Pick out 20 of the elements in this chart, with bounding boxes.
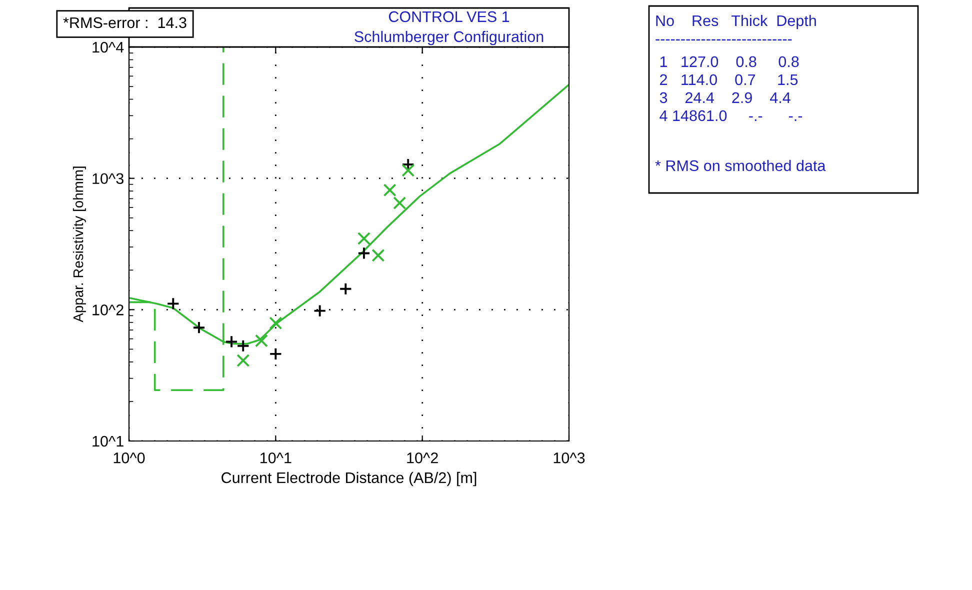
x-tick-label: 10^2 bbox=[407, 452, 438, 464]
x-tick-label: 10^0 bbox=[114, 452, 145, 464]
chart-title: CONTROL VES 1 bbox=[388, 11, 510, 22]
text: --------------------------- bbox=[656, 39, 792, 40]
text: *RMS-error : 14.3 bbox=[63, 17, 186, 28]
x-axis-title: Current Electrode Distance (AB/2) [m] bbox=[222, 472, 476, 486]
chart-subtitle: Schlumberger Configuration bbox=[354, 30, 544, 46]
y-tick-label: 10^4 bbox=[92, 42, 124, 53]
text: 1 127.0 0.8 0.8 bbox=[660, 56, 799, 68]
text: 3 24.4 2.9 4.4 bbox=[660, 92, 790, 104]
text: 4 14861.0 -.- -.- bbox=[660, 110, 802, 122]
x-tick-label: 10^1 bbox=[260, 452, 292, 464]
y-tick-label: 10^1 bbox=[92, 436, 124, 447]
y-tick-label: 10^3 bbox=[92, 173, 124, 184]
text: No Res Thick Depth bbox=[656, 14, 816, 30]
text: * RMS on smoothed data bbox=[655, 160, 826, 172]
x-tick-label: 10^3 bbox=[554, 452, 585, 464]
text: 2 114.0 0.7 1.5 bbox=[660, 74, 798, 86]
y-tick-label: 10^2 bbox=[92, 304, 124, 316]
y-axis-title: Appar. Resistivity [ohmm] bbox=[72, 166, 86, 322]
